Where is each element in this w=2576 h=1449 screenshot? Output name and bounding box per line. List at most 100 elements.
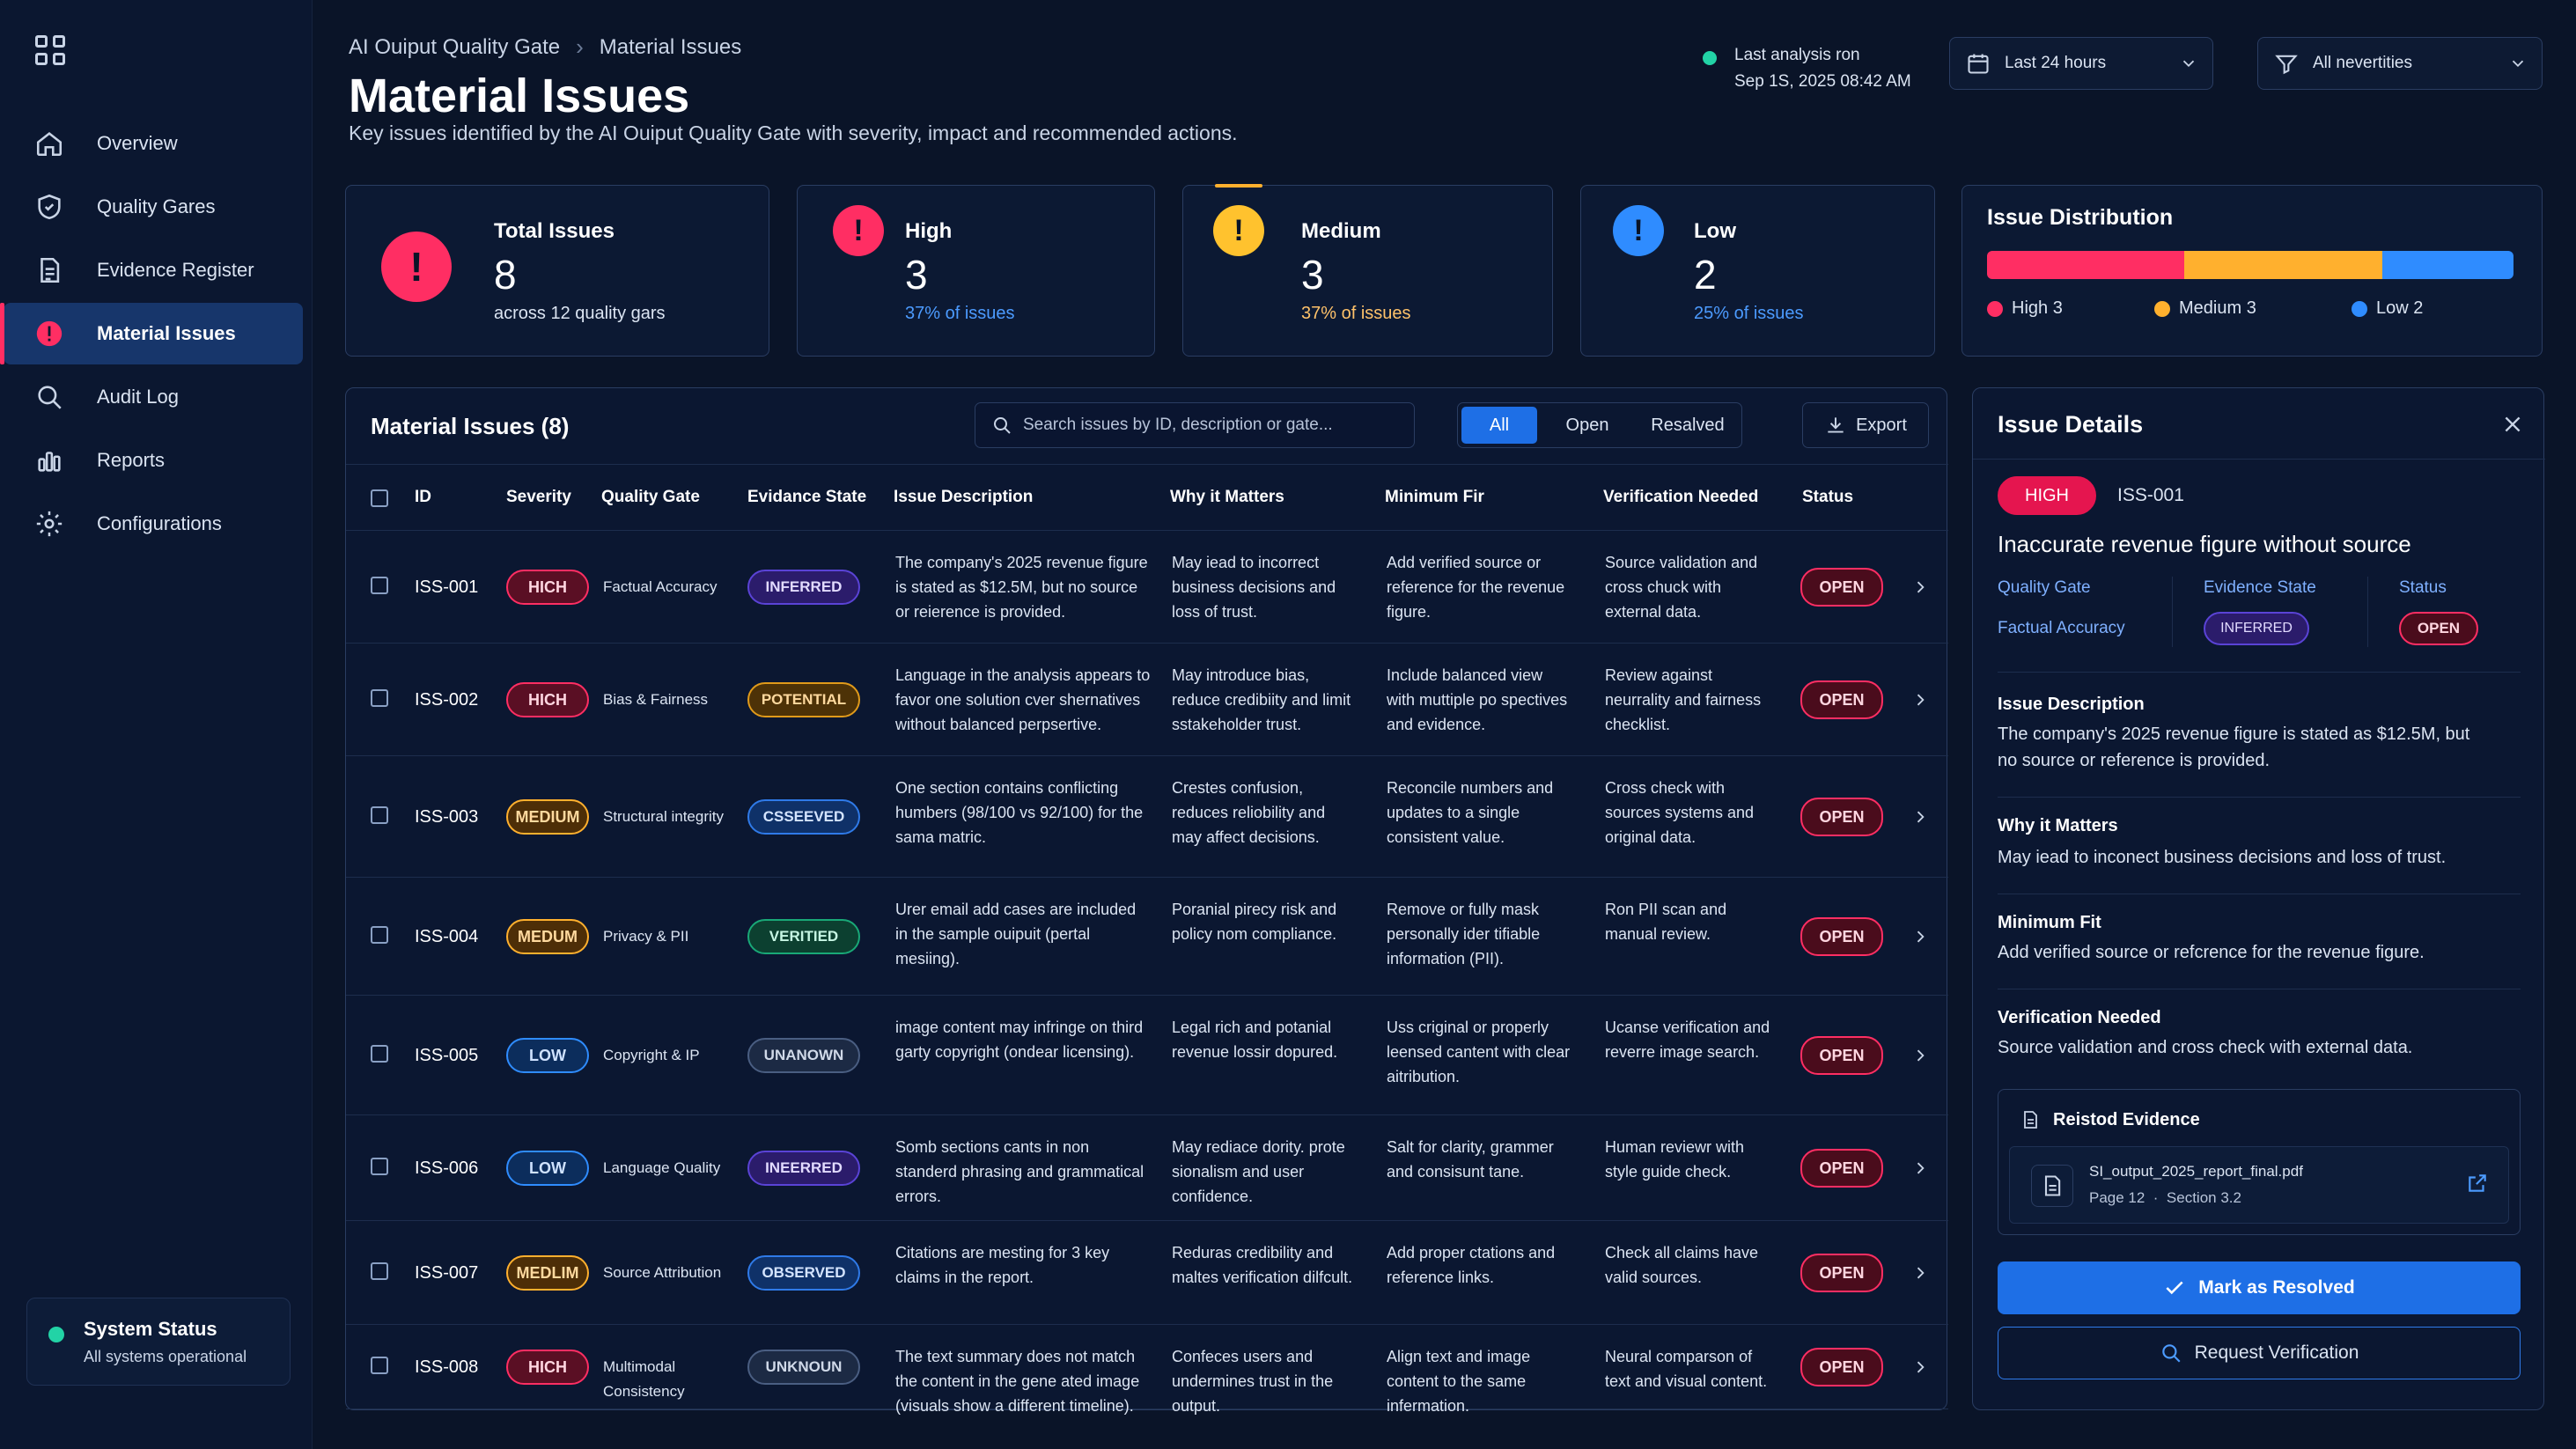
related-evidence-header: Reistod Evidence (2020, 1109, 2200, 1130)
minimum-fix: Add proper ctations and reference links. (1387, 1244, 1556, 1286)
column-header[interactable]: Verification Needed (1603, 488, 1759, 506)
external-link-icon[interactable] (2466, 1172, 2489, 1195)
sidebar-item-reports[interactable]: Reports (0, 430, 313, 491)
table-row[interactable]: ISS-004 MEDUM Privacy & PII VERITIED Urer em… (346, 878, 1948, 996)
issue-description: image content may infringe on third gart… (895, 1019, 1144, 1061)
column-header[interactable]: Status (1802, 488, 1854, 506)
severity-badge: HICH (506, 570, 589, 605)
filter-tab-open[interactable]: Open (1565, 415, 1609, 435)
sidebar-item-label: Quality Gares (97, 195, 216, 217)
distribution-segment (1987, 251, 2185, 279)
chevron-right-icon[interactable] (1911, 1264, 1929, 1282)
sidebar-item-quality-gates[interactable]: Quality Gares (0, 176, 313, 238)
verification-needed: Ron PII scan and manual review. (1605, 901, 1727, 943)
table-row[interactable]: ISS-007 MEDLIM Source Attribution OBSERVED C… (346, 1221, 1948, 1325)
search-input[interactable]: Search issues by ID, description or gate… (975, 402, 1415, 448)
related-evidence-title: Reistod Evidence (2053, 1109, 2200, 1129)
minimum-fix: Add verified source or reference for the… (1387, 554, 1565, 621)
row-checkbox[interactable] (371, 926, 388, 944)
column-header[interactable]: ID (415, 488, 431, 506)
chevron-right-icon[interactable] (1911, 691, 1929, 709)
sidebar-item-overview[interactable]: Overview (0, 113, 313, 174)
quality-gate: Structural integrity (603, 808, 724, 825)
table-row[interactable]: ISS-005 LOW Copyright & IP UNANOWN image con… (346, 996, 1948, 1115)
time-range-select[interactable]: Last 24 hours (1949, 37, 2213, 90)
table-row[interactable]: ISS-001 HICH Factual Accuracy INFERRED The c… (346, 531, 1948, 644)
why-it-matters: May rediace dority. prote sionalism and … (1172, 1138, 1345, 1205)
last-analysis: Last analysis ron Sep 1S, 2025 08:42 AM (1703, 42, 1911, 95)
export-button[interactable]: Export (1802, 402, 1929, 448)
row-checkbox[interactable] (371, 577, 388, 594)
chevron-down-icon (2182, 60, 2195, 68)
column-header[interactable]: Quality Gate (601, 488, 700, 506)
evidence-page: Page 12 (2089, 1189, 2145, 1206)
sidebar-item-audit-log[interactable]: Audit Log (0, 366, 313, 428)
issue-heading: Inaccurate revenue figure without source (1998, 531, 2411, 557)
issue-description: Language in the analysis appears to favo… (895, 666, 1151, 733)
select-all-checkbox[interactable] (371, 489, 388, 507)
severity-badge: HIGH (1998, 476, 2096, 515)
column-header[interactable]: Minimum Fir (1385, 488, 1484, 506)
sidebar-item-configurations[interactable]: Configurations (0, 493, 313, 555)
table-row[interactable]: ISS-008 HICH Multimodal Consistency UNKNOUN… (346, 1325, 1948, 1415)
status-filter-tabs: All Open Resalved (1457, 402, 1742, 448)
alert-circle-icon: ! (833, 205, 884, 256)
minimum-fix-text: Add verified source or refcrence for the… (1998, 943, 2425, 962)
severity-badge: MEDIUM (506, 799, 589, 835)
row-checkbox[interactable] (371, 1045, 388, 1063)
low-issues-card: ! Low 2 25% of issues (1580, 185, 1935, 357)
chevron-right-icon[interactable] (1911, 1358, 1929, 1376)
row-checkbox[interactable] (371, 1158, 388, 1175)
mark-resolved-button[interactable]: Mark as Resolved (1998, 1261, 2521, 1314)
chevron-right-icon[interactable] (1911, 1047, 1929, 1064)
severity-badge: MEDUM (506, 919, 589, 954)
request-verification-button[interactable]: Request Verification (1998, 1327, 2521, 1379)
chevron-right-icon[interactable] (1911, 928, 1929, 945)
evidence-state-label: Evidence State (2204, 578, 2316, 597)
severity-select[interactable]: All nevertities (2257, 37, 2543, 90)
evidence-file[interactable]: SI_output_2025_report_final.pdf Page 12 … (2009, 1146, 2509, 1224)
column-header[interactable]: Issue Description (894, 488, 1034, 506)
search-icon (2161, 1344, 2181, 1363)
app-grid-icon[interactable] (35, 35, 65, 65)
filter-tab-resolved[interactable]: Resalved (1651, 415, 1725, 435)
status-dot-icon (48, 1327, 64, 1342)
verification-needed: Source validation and cross chuck with e… (1605, 554, 1758, 621)
minimum-fix: Remove or fully mask personally ider tif… (1387, 901, 1541, 967)
breadcrumb-root[interactable]: AI Ouiput Quality Gate (349, 34, 561, 59)
column-header[interactable]: Evidance State (747, 488, 867, 506)
evidence-state-badge: POTENTIAL (747, 682, 860, 717)
distribution-segment (2381, 251, 2513, 279)
why-it-matters: Crestes confusion, reduces reliobility a… (1172, 779, 1326, 846)
row-checkbox[interactable] (371, 806, 388, 824)
system-status-text: All systems operational (84, 1348, 247, 1365)
severity-badge: MEDLIM (506, 1255, 589, 1291)
issue-id: ISS-006 (415, 1158, 479, 1178)
filter-tab-all[interactable]: All (1461, 407, 1537, 444)
issue-description: The company's 2025 revenue figure is sta… (895, 554, 1148, 621)
verification-needed: Review against neurrality and fairness c… (1605, 666, 1762, 733)
table-row[interactable]: ISS-002 HICH Bias & Fairness POTENTIAL Langu… (346, 644, 1948, 756)
minimum-fix: Uss criginal or properly leensed cantent… (1387, 1019, 1571, 1085)
sidebar-item-evidence-register[interactable]: Evidence Register (0, 239, 313, 301)
chevron-right-icon[interactable] (1911, 1159, 1929, 1177)
last-analysis-label: Last analysis ron (1734, 46, 1860, 64)
close-icon[interactable] (2501, 413, 2524, 436)
issue-id: ISS-007 (415, 1263, 479, 1283)
verification-needed-label: Verification Needed (1998, 1008, 2161, 1027)
table-row[interactable]: ISS-006 LOW Language Quality INEERRED Somb s… (346, 1115, 1948, 1221)
quality-gate: Privacy & PII (603, 928, 689, 945)
chevron-right-icon[interactable] (1911, 578, 1929, 596)
calendar-icon (1968, 54, 1989, 74)
row-checkbox[interactable] (371, 1357, 388, 1374)
row-checkbox[interactable] (371, 1262, 388, 1280)
column-header[interactable]: Why it Matters (1170, 488, 1284, 506)
column-header[interactable]: Severity (506, 488, 571, 506)
sidebar-item-material-issues[interactable]: Material Issues (0, 303, 303, 364)
evidence-file-meta: Page 12 · Section 3.2 (2089, 1189, 2241, 1206)
row-checkbox[interactable] (371, 689, 388, 707)
table-row[interactable]: ISS-003 MEDIUM Structural integrity CSSEEVE… (346, 756, 1948, 878)
divider (1973, 459, 2545, 460)
chevron-right-icon[interactable] (1911, 808, 1929, 826)
card-title: Low (1694, 219, 1736, 243)
